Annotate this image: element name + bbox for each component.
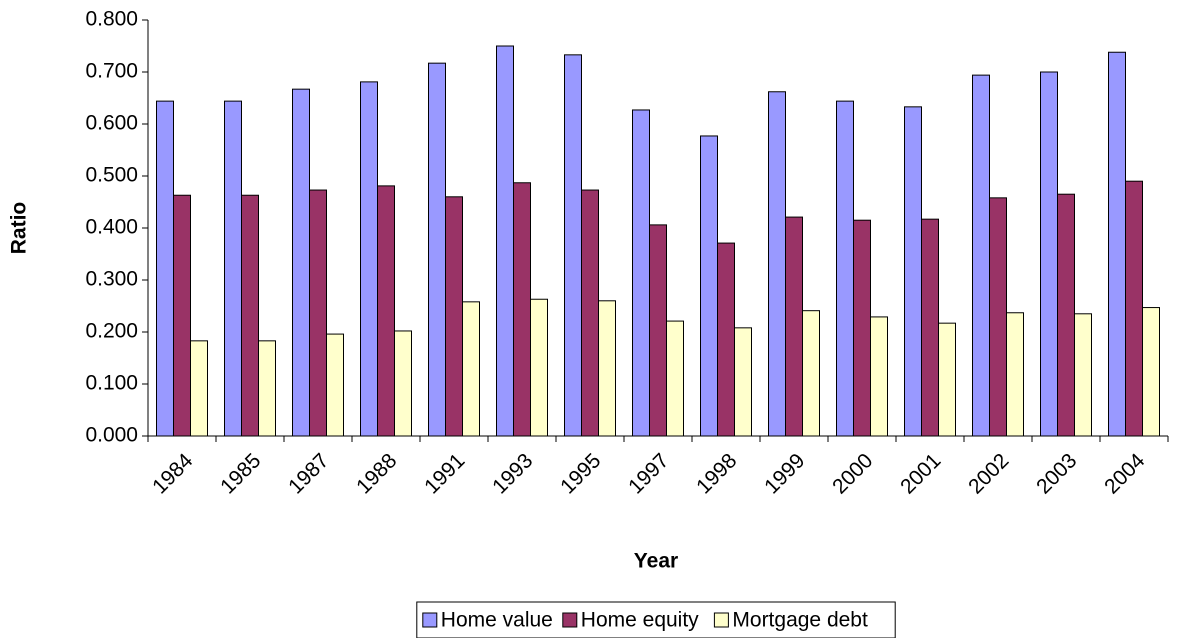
bar [1040,71,1058,437]
bar [530,298,548,437]
y-tick-label: 0.200 [85,320,138,343]
x-tick-label: 1995 [556,449,605,498]
bar [802,310,820,437]
y-tick-label: 0.700 [85,60,138,83]
y-tick-label: 0.100 [85,372,138,395]
x-tick-label: 1998 [692,449,741,498]
y-tick-label: 0.600 [85,112,138,135]
bar [190,340,208,437]
bar [241,194,259,437]
bar [1142,307,1160,437]
bar [462,301,480,437]
y-tick-label: 0.800 [85,8,138,31]
bar [1108,51,1126,437]
bar [649,224,667,437]
y-tick-label: 0.500 [85,164,138,187]
bar [921,218,939,437]
bar [513,182,531,437]
legend-label: Home equity [581,609,699,632]
x-tick-label: 1991 [420,449,469,498]
legend-label: Home value [441,609,553,632]
legend-swatch [422,612,438,628]
bar [173,194,191,437]
bar [258,340,276,437]
y-tick-label: 0.300 [85,268,138,291]
bar [1057,193,1075,437]
bar [564,54,582,437]
bar [717,242,735,437]
x-tick-label: 2002 [964,449,1013,498]
bar [904,106,922,437]
bar [768,91,786,437]
bar [224,100,242,437]
bar [309,189,327,437]
bar [853,219,871,437]
bar [972,74,990,437]
bar [632,109,650,437]
bar [496,45,514,437]
bar [156,100,174,437]
x-tick-label: 1988 [352,449,401,498]
legend-swatch [562,612,578,628]
x-axis-title: Year [634,550,678,573]
legend-box [416,601,896,638]
x-tick-label: 1993 [488,449,537,498]
bar [581,189,599,437]
bar [734,327,752,437]
bar [292,88,310,437]
x-tick-label: 2004 [1100,449,1150,499]
x-tick-label: 2003 [1032,449,1081,498]
bar [870,316,888,437]
y-tick-label: 0.000 [85,424,138,447]
bar [360,81,378,437]
bar [1125,180,1143,437]
x-tick-label: 1985 [216,449,265,498]
bar [326,333,344,437]
bar [785,216,803,437]
x-tick-label: 1999 [760,449,809,498]
bar [1074,313,1092,437]
bar [989,197,1007,437]
y-tick-label: 0.400 [85,216,138,239]
bar [445,196,463,437]
bar [666,320,684,437]
y-axis-title: Ratio [8,202,31,255]
bar [938,322,956,437]
x-tick-label: 1984 [148,449,198,499]
bar [598,300,616,437]
bar [377,185,395,437]
x-tick-label: 1987 [284,449,333,498]
x-tick-label: 2001 [896,449,945,498]
bar [394,330,412,437]
legend-label: Mortgage debt [732,609,868,632]
bar [428,62,446,437]
x-tick-label: 2000 [828,449,877,498]
legend-swatch [713,612,729,628]
bar [700,135,718,437]
bar [1006,312,1024,437]
x-tick-label: 1997 [624,449,673,498]
bar [836,100,854,437]
